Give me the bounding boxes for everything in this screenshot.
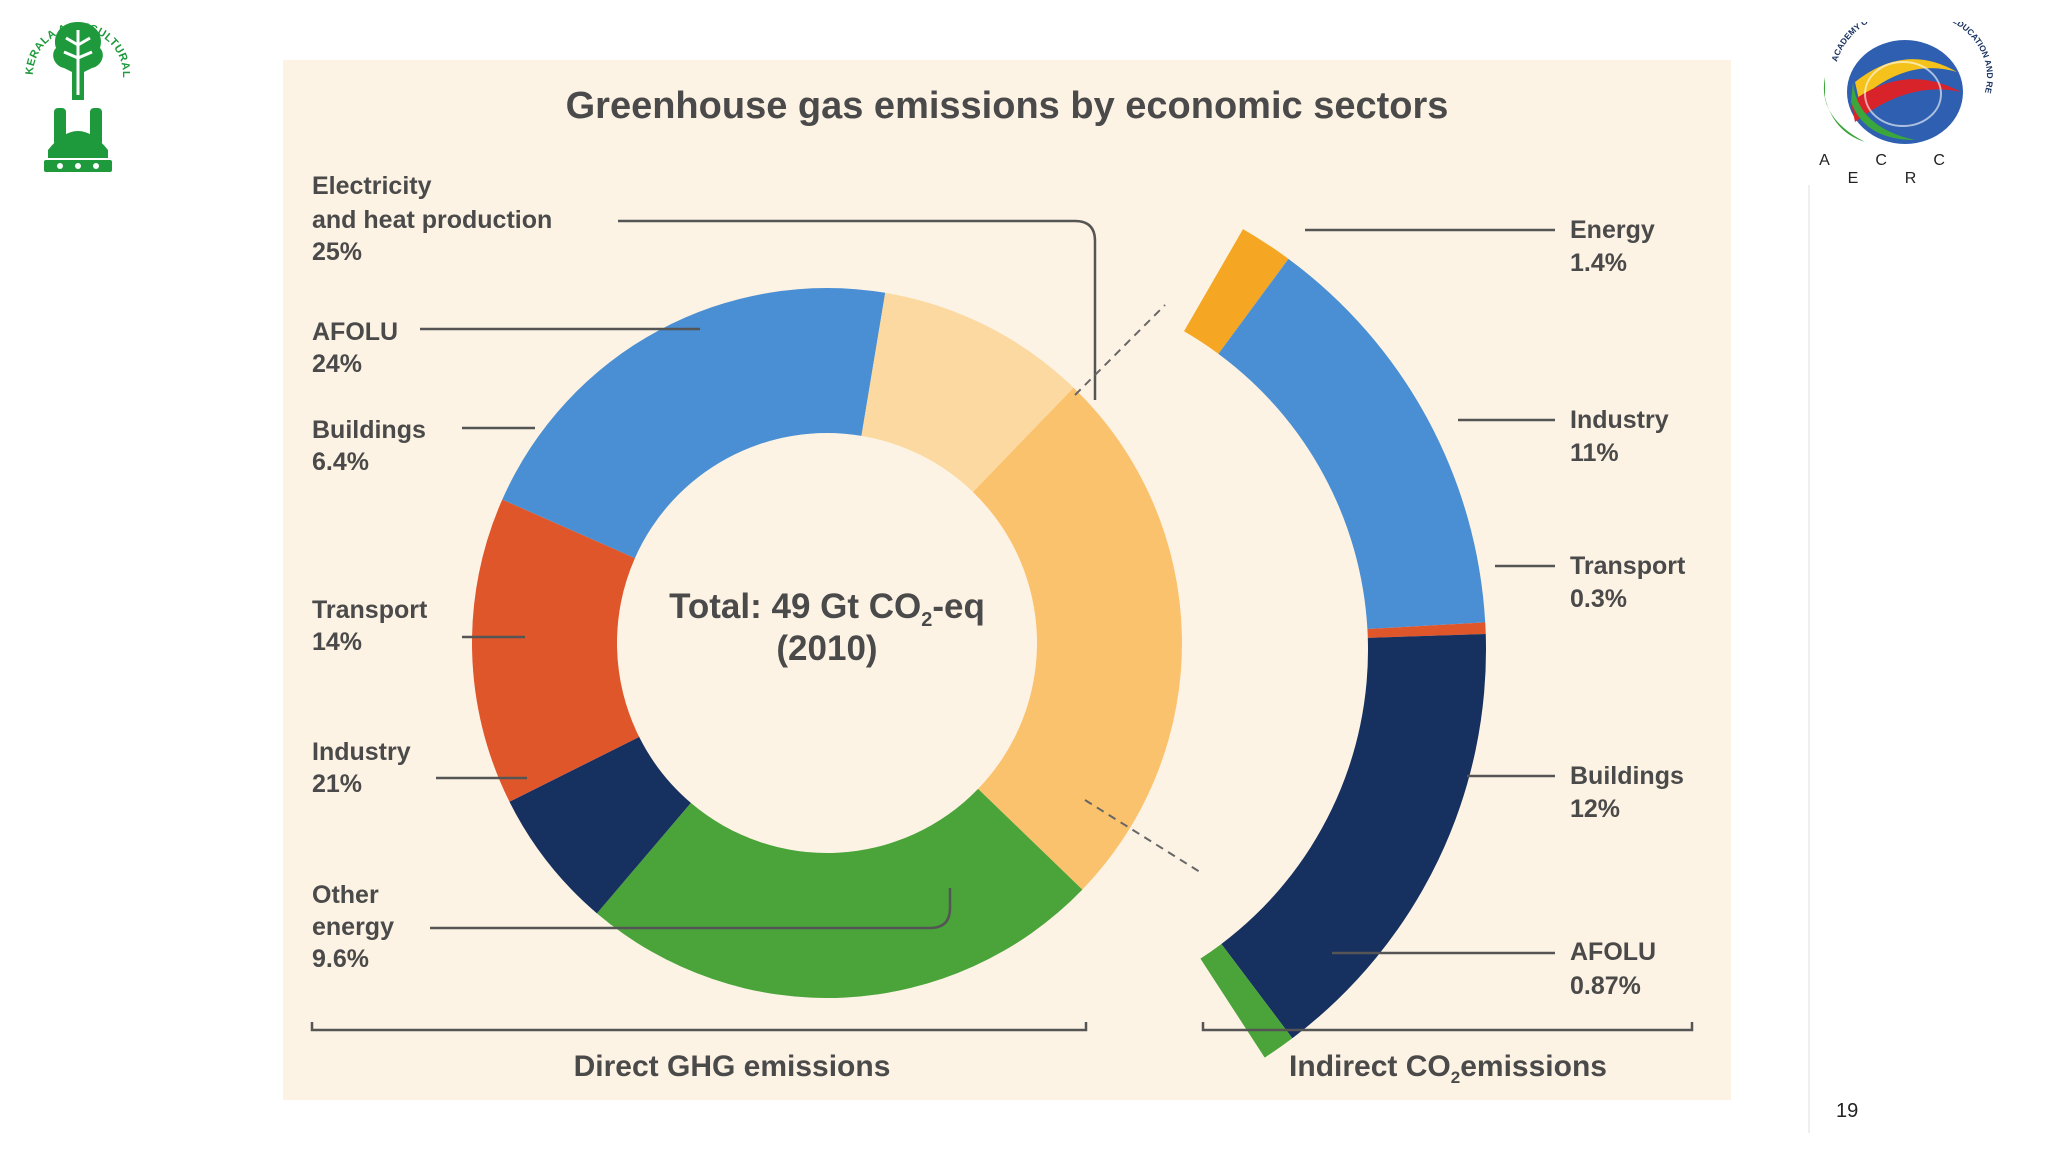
label-electricity-value: 25%: [312, 238, 362, 266]
indirect-group-label-suffix: emissions: [1460, 1050, 1607, 1083]
label-buildings-indirect-value: 12%: [1570, 795, 1620, 823]
direct-emissions-donut: [471, 288, 1182, 999]
group-brackets: [310, 1022, 1694, 1032]
donut-slice-industry: [502, 288, 886, 559]
label-afolu-direct: AFOLU: [312, 318, 398, 346]
chart-title: Greenhouse gas emissions by economic sec…: [566, 85, 1449, 127]
leader-other-energy: [430, 888, 952, 930]
donut-slice-transport: [471, 499, 640, 802]
label-transport-direct: Transport: [312, 596, 428, 624]
page-divider: [1808, 185, 1810, 1133]
indirect-group-label-main: Indirect CO: [1289, 1050, 1451, 1083]
indirect-group-label: Indirect CO2emissions: [1289, 1050, 1607, 1087]
explode-connector-top: [1074, 304, 1166, 396]
label-afolu-indirect-value: 0.87%: [1570, 972, 1641, 1000]
donut-center-label: Total: 49 Gt CO2-eq: [669, 587, 985, 631]
donut-slice-buildings: [509, 736, 691, 914]
label-other-energy-value: 9.6%: [312, 945, 369, 973]
explode-connectors: [1074, 304, 1201, 873]
center-label-suffix: -eq: [932, 587, 985, 626]
donut-center-year: (2010): [776, 629, 877, 668]
kau-emblem-graphic: KERALA AGRICULTURAL UNIVERSITY: [16, 0, 132, 172]
direct-bracket: [310, 1022, 1088, 1032]
label-industry-indirect-value: 11%: [1570, 439, 1619, 467]
center-label-subscript: 2: [921, 609, 932, 631]
arc-segment-transport: [1367, 622, 1486, 638]
arc-segment-buildings: [1221, 633, 1487, 1039]
indirect-bracket: [1201, 1022, 1694, 1032]
indirect-emissions-arc: [1184, 229, 1487, 1058]
label-afolu-direct-value: 24%: [312, 350, 362, 378]
label-transport-direct-value: 14%: [312, 628, 362, 656]
label-buildings-direct-value: 6.4%: [312, 448, 369, 476]
label-buildings-indirect: Buildings: [1570, 762, 1684, 790]
label-industry-direct-value: 21%: [312, 770, 362, 798]
label-transport-indirect: Transport: [1570, 552, 1686, 580]
donut-slice-electricity-and-heat-production: [972, 387, 1182, 890]
indirect-leader-lines: [1305, 228, 1555, 955]
indirect-group-label-subscript: 2: [1451, 1068, 1460, 1087]
direct-group-label: Direct GHG emissions: [574, 1050, 891, 1083]
explode-connector-bottom: [1084, 799, 1201, 873]
kerala-agricultural-university-logo: KERALA AGRICULTURAL UNIVERSITY: [16, 0, 132, 180]
label-other-energy-line2: energy: [312, 913, 394, 941]
label-electricity-line2: and heat production: [312, 206, 552, 234]
label-other-energy-line1: Other: [312, 881, 379, 909]
label-afolu-indirect: AFOLU: [1570, 938, 1656, 966]
arc-segment-energy: [1184, 229, 1289, 354]
accer-caption: A C C E R: [1819, 152, 1966, 187]
arc-segment-industry: [1218, 258, 1486, 630]
donut-slice-other-energy: [861, 292, 1074, 492]
label-buildings-direct: Buildings: [312, 416, 426, 444]
direct-leader-lines: [420, 219, 1097, 930]
slide-number: 19: [1836, 1100, 1859, 1122]
donut-slice-afolu: [596, 788, 1083, 999]
label-energy-indirect-value: 1.4%: [1570, 249, 1627, 277]
leader-electricity: [618, 219, 1097, 400]
label-energy-indirect: Energy: [1570, 216, 1655, 244]
label-transport-indirect-value: 0.3%: [1570, 585, 1627, 613]
label-electricity-line1: Electricity: [312, 172, 432, 200]
label-industry-indirect: Industry: [1570, 406, 1669, 434]
label-industry-direct: Industry: [312, 738, 411, 766]
center-label-main: Total: 49 Gt CO: [669, 587, 921, 626]
